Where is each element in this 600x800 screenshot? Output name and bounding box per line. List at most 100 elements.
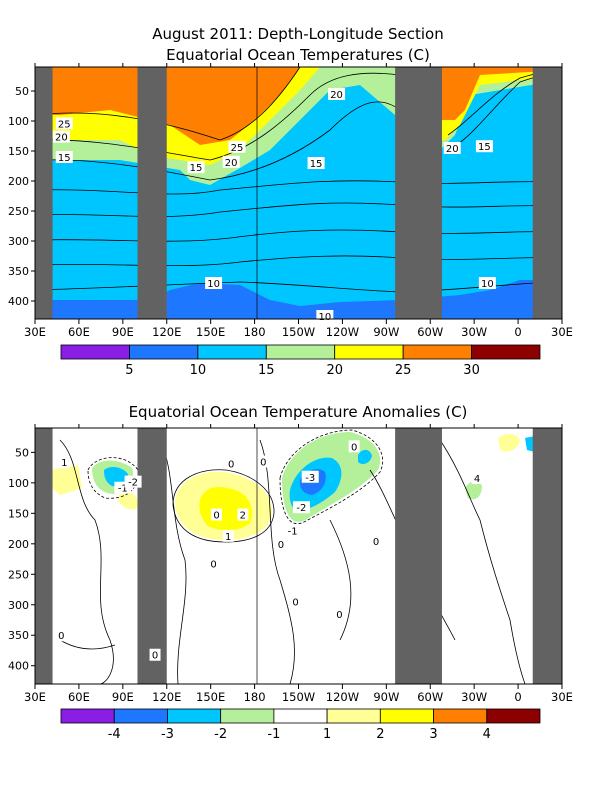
y-tick-label: 400 xyxy=(8,295,29,308)
y-tick-label: 150 xyxy=(8,507,29,520)
anomaly-land-masks xyxy=(35,428,562,684)
contour-label: 4 xyxy=(474,474,480,485)
colorbar-label: 3 xyxy=(429,727,437,742)
contour-label-bg xyxy=(443,142,461,154)
anomaly-bands xyxy=(35,428,562,684)
colorbar-label: -4 xyxy=(108,727,121,742)
contour-label: 20 xyxy=(330,90,343,101)
contour-label: 20 xyxy=(446,144,459,155)
x-tick-label: 60E xyxy=(68,325,90,339)
colorbar-label: 4 xyxy=(483,727,491,742)
x-tick-label: 30E xyxy=(551,325,573,339)
colorbar-swatch xyxy=(273,708,328,724)
x-tick-label: 120W xyxy=(326,325,359,339)
colorbar-swatch xyxy=(113,708,168,724)
colorbar-swatch xyxy=(379,708,434,724)
figure-subtitle: Equatorial Ocean Temperatures (C) xyxy=(166,46,430,64)
temperature-panel: 25 20 15 20 25 20 15 15 20 15 10 10 10 30E 60E 90E 120E… xyxy=(8,63,573,339)
x-tick-label: 120E xyxy=(152,325,181,339)
contour-line xyxy=(35,72,401,161)
contour-label: 20 xyxy=(55,133,68,144)
x-tick-label: 150E xyxy=(196,690,225,704)
x-tick-label: 30E xyxy=(24,690,46,704)
x-tick-label: 150E xyxy=(196,325,225,339)
x-tick-label: 30W xyxy=(461,690,487,704)
colorbar-label: 25 xyxy=(395,363,412,378)
y-tick-label: 400 xyxy=(8,660,29,673)
anomaly-positive-west xyxy=(52,465,82,495)
contour-label: 1 xyxy=(225,532,231,543)
land-mask xyxy=(137,67,167,319)
contour-label: 25 xyxy=(231,143,244,154)
x-tick-label: 60W xyxy=(417,325,443,339)
contour-label-bg xyxy=(328,88,346,100)
x-tick-label: 150W xyxy=(282,690,315,704)
contour-label: -3 xyxy=(305,473,315,484)
anomaly-positive-seam xyxy=(118,489,139,510)
x-tick-label: 60E xyxy=(68,690,90,704)
contour-label: 0 xyxy=(210,559,216,570)
colorbar-label: 1 xyxy=(323,727,331,742)
colorbar-swatch xyxy=(265,344,336,360)
contour-line xyxy=(259,439,295,684)
contour-label-bg xyxy=(55,629,67,642)
x-tick-label: 90E xyxy=(112,325,134,339)
contour-line xyxy=(59,639,116,650)
contour-label-bg xyxy=(208,557,220,570)
contour-label-bg xyxy=(471,471,483,484)
x-tick-label: 120W xyxy=(326,690,359,704)
land-mask xyxy=(137,428,167,684)
contour-line xyxy=(35,101,401,181)
contour-label-bg xyxy=(211,508,223,521)
contour-label: 0 xyxy=(213,511,219,522)
y-tick-label: 350 xyxy=(8,265,29,278)
colorbar-swatch xyxy=(471,344,541,360)
colorbar-swatch xyxy=(334,344,404,360)
contour-label: 2 xyxy=(240,511,246,522)
y-tick-label: 100 xyxy=(8,115,29,128)
contour-label: 25 xyxy=(58,119,71,130)
x-tick-label: 30E xyxy=(24,325,46,339)
x-tick-label: 150W xyxy=(282,325,315,339)
contour-label: 0 xyxy=(260,458,266,469)
x-tick-label: 30W xyxy=(461,325,487,339)
land-mask xyxy=(395,428,442,684)
contour-label: 10 xyxy=(318,312,331,323)
contour-line xyxy=(35,229,562,242)
colorbar-label: 2 xyxy=(376,727,384,742)
x-tick-label: 120E xyxy=(152,690,181,704)
contour-line xyxy=(159,439,187,684)
colorbar-swatch xyxy=(220,708,275,724)
land-mask xyxy=(532,428,562,684)
contour-label: -2 xyxy=(128,478,138,489)
land-mask xyxy=(395,67,442,319)
contour-label: 0 xyxy=(351,442,357,453)
contour-label: 15 xyxy=(310,159,323,170)
contour-label-bg xyxy=(290,595,302,608)
colorbar-swatch xyxy=(197,344,267,360)
contour-label-bg xyxy=(301,470,319,483)
colorbar-swatch xyxy=(326,708,381,724)
contour-label: 15 xyxy=(190,163,203,174)
contour-line xyxy=(172,469,275,543)
contour-label: 10 xyxy=(481,279,494,290)
contour-label-bg xyxy=(284,524,302,537)
contour-label-bg xyxy=(348,440,360,453)
contour-label-bg xyxy=(475,140,493,153)
colorbar-label: -1 xyxy=(267,727,280,742)
y-tick-label: 50 xyxy=(15,85,29,98)
colorbar-swatch xyxy=(60,344,130,360)
contour-label: 20 xyxy=(225,158,238,169)
contour-label-bg xyxy=(257,455,269,468)
contour-label-bg xyxy=(222,155,240,168)
x-tick-label: 0 xyxy=(514,325,521,339)
colorbar-label: -2 xyxy=(214,727,227,742)
contour-label-bg xyxy=(228,140,246,153)
contour-label: 0 xyxy=(58,631,64,642)
contour-label: 0 xyxy=(292,598,298,609)
contour-label-bg xyxy=(292,501,310,514)
contour-line xyxy=(329,519,352,641)
contour-label-bg xyxy=(149,648,161,661)
